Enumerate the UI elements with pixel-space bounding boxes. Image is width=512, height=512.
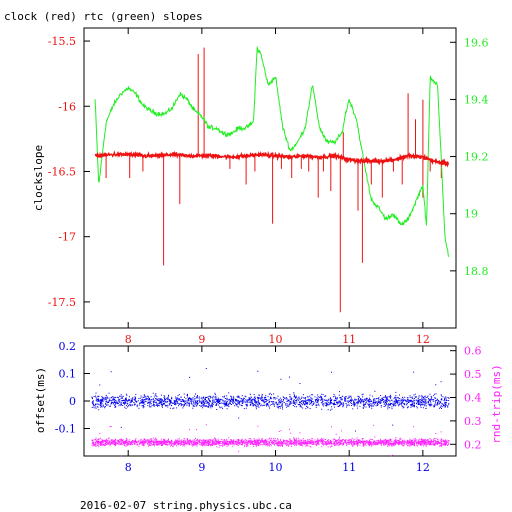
x-tick-label: 8 [125, 333, 132, 346]
rtc-series [94, 45, 450, 257]
clock-spikes [105, 47, 442, 313]
bottom-y-ticks: 0.2 0.1 0 -0.1 [55, 340, 90, 436]
y-tick-label: 0.1 [59, 368, 77, 381]
y2-tick-label: 0.3 [464, 415, 482, 428]
offset-points [91, 368, 450, 432]
y-tick-label: -15.5 [48, 35, 76, 48]
x-tick-label: 9 [198, 461, 205, 474]
y2-tick-label: 0.4 [464, 391, 482, 404]
offset-scatter [91, 368, 450, 432]
y2-tick-label: 19.6 [464, 36, 489, 49]
x-tick-label: 11 [342, 333, 356, 346]
x-tick-label: 11 [342, 461, 356, 474]
y2-tick-label: 0.6 [464, 345, 482, 358]
clock-series [94, 150, 450, 168]
top-y2-ticks: 19.6 19.4 19.2 19 18.8 [450, 36, 489, 278]
y-tick-label: 0 [69, 395, 76, 408]
bottom-x-ticks: 8 9 10 11 12 [125, 346, 430, 474]
top-y-ticks: -15.5 -16 -16.5 -17 -17.5 [48, 35, 90, 309]
x-tick-label: 10 [269, 461, 283, 474]
y-tick-label: -17.5 [48, 296, 76, 309]
y-tick-label: -0.1 [55, 423, 76, 436]
y2-tick-label: 19.2 [464, 151, 489, 164]
footer-label: 2016-02-07 string.physics.ubc.ca [80, 499, 292, 512]
y2-tick-label: 0.2 [464, 438, 482, 451]
x-tick-label: 12 [416, 461, 430, 474]
y-tick-label: -16.5 [48, 165, 76, 178]
x-tick-label: 9 [198, 333, 205, 346]
top-x-ticks: 8 9 10 11 12 [125, 28, 430, 346]
clock-line [94, 150, 450, 168]
y-tick-label: -16 [58, 100, 76, 113]
x-tick-label: 8 [125, 461, 132, 474]
bottom-panel: 8 9 10 11 12 0.2 0.1 0 -0.1 0.6 0.5 0.4 0.3 0.2 off… [34, 340, 503, 474]
y-tick-label: 0.2 [59, 340, 77, 353]
x-tick-label: 10 [269, 333, 283, 346]
y2-tick-label: 19.4 [464, 93, 489, 106]
bottom-y-axis-label: offset(ms) [34, 367, 47, 433]
top-plot-frame [83, 27, 457, 329]
x-tick-label: 12 [416, 333, 430, 346]
y2-tick-label: 0.5 [464, 368, 482, 381]
top-y-axis-label: clockslope [32, 145, 45, 211]
y2-tick-label: 18.8 [464, 265, 489, 278]
bottom-y2-ticks: 0.6 0.5 0.4 0.3 0.2 [450, 345, 482, 451]
y-tick-label: -17 [58, 231, 76, 244]
roundtrip-scatter [91, 424, 450, 457]
rtc-line [94, 45, 450, 257]
top-panel: 8 9 10 11 12 -15.5-16-16.5-17-17.5 19.619.41… [32, 27, 489, 346]
bottom-y2-axis-label: rnd-trip(ms) [490, 364, 503, 443]
roundtrip-points [91, 424, 450, 457]
chart-title: clock (red) rtc (green) slopes [4, 10, 203, 23]
y2-tick-label: 19 [464, 208, 478, 221]
